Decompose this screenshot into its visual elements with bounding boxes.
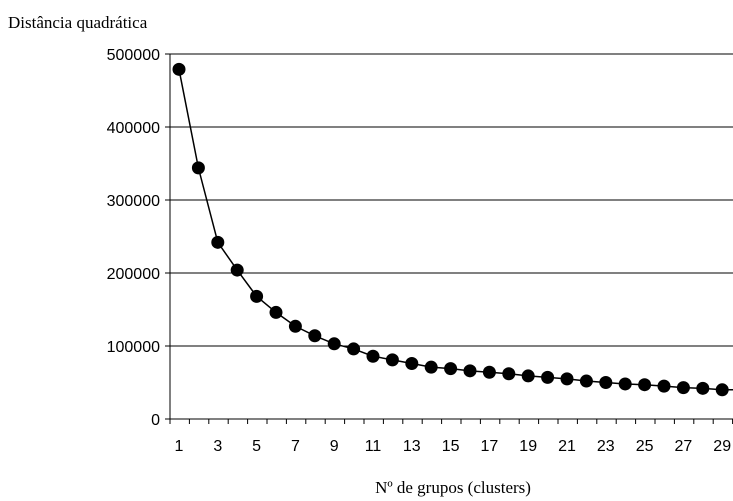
x-tick-label: 23 (597, 438, 615, 455)
data-point (696, 382, 709, 395)
y-tick-label: 300000 (107, 193, 160, 210)
y-tick-label: 200000 (107, 266, 160, 283)
data-point (367, 350, 380, 363)
data-point (716, 383, 729, 396)
y-tick-label: 0 (151, 412, 160, 429)
data-point (405, 357, 418, 370)
x-tick-label: 27 (675, 438, 693, 455)
x-tick-label: 25 (636, 438, 654, 455)
data-point (347, 342, 360, 355)
data-point (522, 369, 535, 382)
data-point (231, 264, 244, 277)
data-point (677, 381, 690, 394)
data-point (483, 366, 496, 379)
x-tick-label: 3 (213, 438, 222, 455)
y-axis-title: Distância quadrática (8, 13, 148, 32)
x-axis-title: Nº de grupos (clusters) (375, 478, 531, 497)
data-point (211, 236, 224, 249)
data-point (250, 290, 263, 303)
x-tick-label: 5 (252, 438, 261, 455)
x-tick-label: 29 (713, 438, 731, 455)
data-point (328, 337, 341, 350)
data-point (464, 364, 477, 377)
series-line (179, 69, 733, 389)
data-point (638, 378, 651, 391)
x-tick-label: 7 (291, 438, 300, 455)
x-tick-label: 19 (519, 438, 537, 455)
data-point (192, 161, 205, 174)
data-point (289, 320, 302, 333)
x-tick-label: 13 (403, 438, 421, 455)
data-point (599, 376, 612, 389)
data-point (502, 367, 515, 380)
data-point (308, 329, 321, 342)
y-tick-labels: 0 100000 200000 300000 400000 500000 (107, 47, 160, 429)
x-tick-labels: 1 3 5 7 9 11 13 15 17 19 21 23 25 27 29 (175, 438, 732, 455)
x-tick-label: 15 (442, 438, 460, 455)
data-point (444, 362, 457, 375)
data-point (541, 371, 554, 384)
data-point (658, 380, 671, 393)
data-point (386, 353, 399, 366)
x-tick-label: 11 (365, 438, 382, 455)
x-tick-label: 1 (175, 438, 184, 455)
x-tick-label: 9 (330, 438, 339, 455)
x-tick-label: 17 (481, 438, 499, 455)
data-point (270, 306, 283, 319)
data-point (580, 375, 593, 388)
data-point (619, 377, 632, 390)
y-tick-label: 400000 (107, 120, 160, 137)
y-tick-label: 100000 (107, 339, 160, 356)
data-point (425, 361, 438, 374)
y-tick-label: 500000 (107, 47, 160, 64)
data-point (173, 63, 186, 76)
data-point (561, 372, 574, 385)
x-tick-label: 21 (558, 438, 576, 455)
